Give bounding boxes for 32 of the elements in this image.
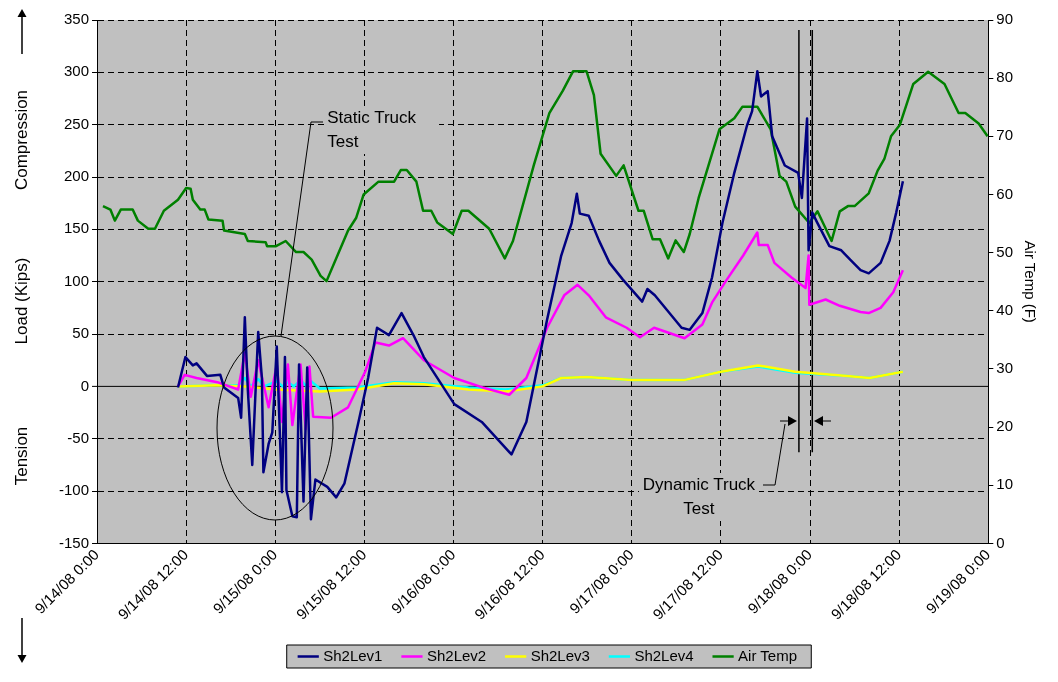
- y2-tick-label: 90: [996, 10, 1013, 28]
- y2-tick-label: 10: [996, 475, 1013, 493]
- y-axis-title: Load (Kips): [12, 257, 32, 345]
- y2-tick-label: 30: [996, 359, 1013, 377]
- y2-axis-title: Air Temp (F): [1021, 240, 1039, 323]
- text: Tension: [12, 427, 32, 486]
- y-tick-label: -50: [67, 428, 90, 446]
- y2-tick-label: 0: [996, 533, 1005, 551]
- y-tick-label: 250: [63, 114, 90, 132]
- y2-tick-label: 60: [996, 184, 1013, 202]
- y2-tick-label: 50: [996, 242, 1013, 260]
- legend-label: Sh2Lev3: [530, 646, 590, 664]
- y-tick-label: 200: [63, 167, 90, 185]
- legend-label: Sh2Lev4: [634, 646, 694, 664]
- y-tick-label: 150: [63, 219, 90, 237]
- y-tick-label: -100: [58, 481, 90, 499]
- annotation: Dynamic Truck Test: [638, 473, 759, 522]
- annotation: Static Truck Test: [327, 106, 440, 155]
- y-tick-label: -150: [58, 533, 90, 551]
- y-tick-label: 50: [72, 324, 90, 342]
- text: Compression: [12, 89, 32, 191]
- legend-label: Sh2Lev2: [426, 646, 487, 664]
- legend-label: Sh2Lev1: [323, 646, 383, 664]
- y2-tick-label: 70: [996, 126, 1013, 144]
- y2-tick-label: 40: [996, 300, 1013, 318]
- y-tick-label: 300: [63, 62, 90, 80]
- y2-tick-label: 80: [996, 68, 1013, 86]
- y-tick-label: 350: [63, 10, 90, 28]
- y-tick-label: 0: [80, 376, 90, 394]
- legend-label: Air Temp: [738, 646, 798, 664]
- y-tick-label: 100: [63, 271, 90, 289]
- y2-tick-label: 20: [996, 417, 1013, 435]
